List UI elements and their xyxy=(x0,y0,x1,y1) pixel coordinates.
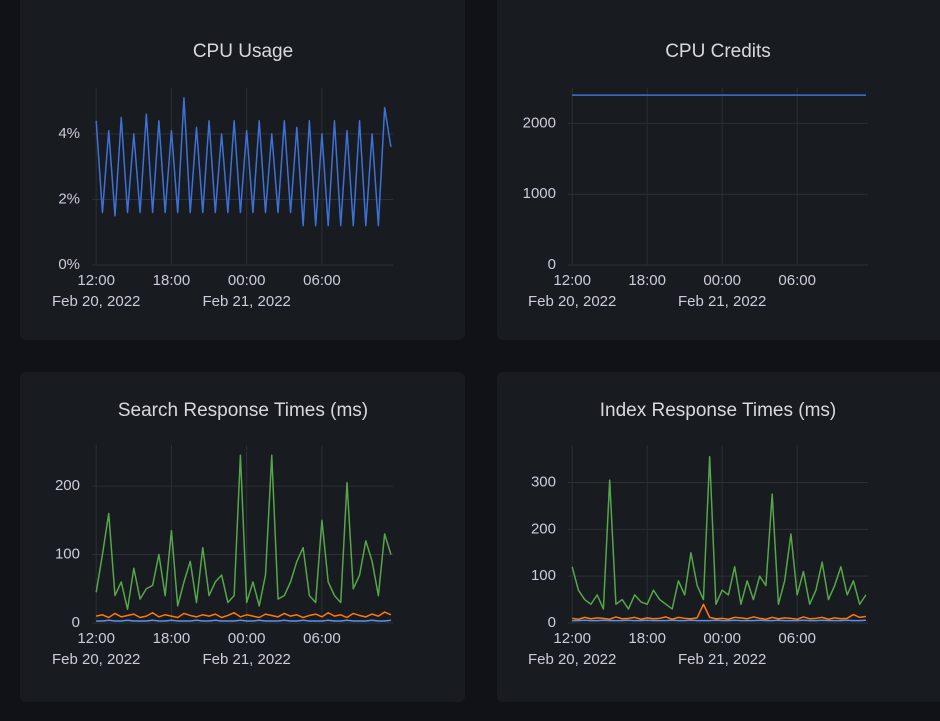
y-tick-label: 0 xyxy=(72,614,80,631)
y-tick-label: 2000 xyxy=(523,114,556,131)
x-date-label: Feb 20, 2022 xyxy=(528,651,616,668)
x-date-label: Feb 20, 2022 xyxy=(528,293,616,310)
y-tick-label: 1000 xyxy=(523,185,556,202)
chart-title: CPU Usage xyxy=(193,41,293,62)
x-tick-label: 00:00 xyxy=(703,272,741,289)
x-date-label: Feb 21, 2022 xyxy=(678,293,766,310)
y-tick-label: 4% xyxy=(58,125,80,142)
y-tick-label: 100 xyxy=(531,567,556,584)
x-tick-label: 00:00 xyxy=(703,630,741,647)
y-tick-label: 0 xyxy=(548,256,556,273)
x-tick-label: 06:00 xyxy=(303,630,341,647)
x-tick-label: 18:00 xyxy=(628,630,666,647)
x-date-label: Feb 21, 2022 xyxy=(678,651,766,668)
x-tick-label: 18:00 xyxy=(153,630,191,647)
y-tick-label: 2% xyxy=(58,190,80,207)
y-tick-label: 0% xyxy=(58,256,80,273)
series-line xyxy=(95,97,392,227)
chart-title: Index Response Times (ms) xyxy=(600,400,837,421)
panel xyxy=(20,372,465,702)
x-tick-label: 18:00 xyxy=(628,272,666,289)
x-tick-label: 18:00 xyxy=(153,272,191,289)
chart-title: Search Response Times (ms) xyxy=(118,400,368,421)
y-tick-label: 200 xyxy=(531,520,556,537)
x-date-label: Feb 20, 2022 xyxy=(52,293,140,310)
series-line xyxy=(571,455,867,610)
x-date-label: Feb 20, 2022 xyxy=(52,651,140,668)
y-tick-label: 0 xyxy=(548,614,556,631)
x-tick-label: 06:00 xyxy=(778,630,816,647)
x-tick-label: 12:00 xyxy=(77,272,115,289)
panel xyxy=(20,0,465,340)
x-tick-label: 12:00 xyxy=(553,272,591,289)
x-tick-label: 12:00 xyxy=(77,630,115,647)
x-date-label: Feb 21, 2022 xyxy=(202,293,290,310)
x-date-label: Feb 21, 2022 xyxy=(202,651,290,668)
series-line xyxy=(96,611,392,619)
series-line xyxy=(96,619,391,622)
series-line xyxy=(95,454,392,611)
panel xyxy=(497,0,940,340)
y-tick-label: 100 xyxy=(55,546,80,563)
x-tick-label: 00:00 xyxy=(228,630,266,647)
x-tick-label: 06:00 xyxy=(778,272,816,289)
series-line xyxy=(572,603,867,620)
x-tick-label: 06:00 xyxy=(303,272,341,289)
chart-title: CPU Credits xyxy=(665,41,771,62)
x-tick-label: 12:00 xyxy=(553,630,591,647)
y-tick-label: 300 xyxy=(531,473,556,490)
y-tick-label: 200 xyxy=(55,477,80,494)
x-tick-label: 00:00 xyxy=(228,272,266,289)
